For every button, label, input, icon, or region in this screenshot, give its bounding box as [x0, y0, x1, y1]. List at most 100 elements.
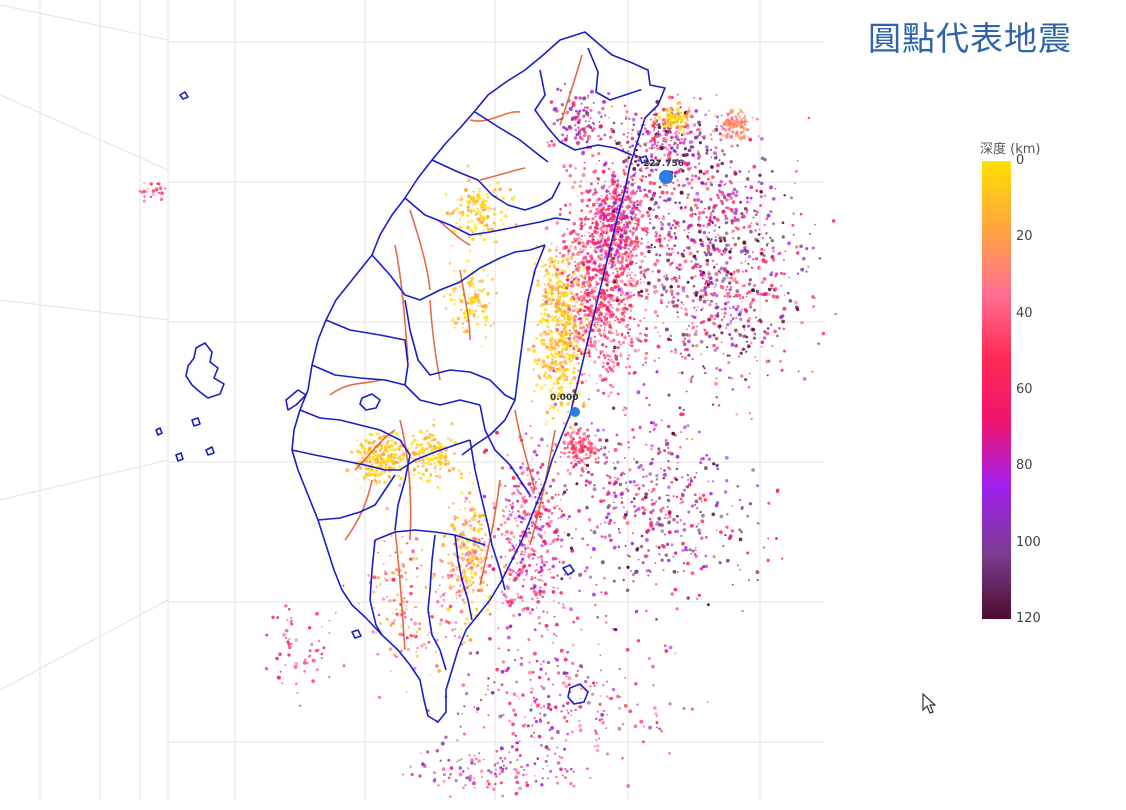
earthquake-dot	[454, 573, 457, 576]
earthquake-dot	[725, 558, 730, 563]
earthquake-dot	[446, 461, 451, 466]
earthquake-dot	[375, 460, 378, 463]
earthquake-dot	[718, 324, 722, 328]
earthquake-dot	[690, 260, 693, 263]
earthquake-dot	[698, 269, 702, 273]
earthquake-dot	[559, 295, 562, 298]
earthquake-dot	[533, 262, 537, 266]
earthquake-dot	[672, 158, 675, 161]
earthquake-dot	[597, 282, 600, 285]
earthquake-dot	[745, 249, 750, 254]
earthquake-dot	[671, 224, 674, 227]
earthquake-dot	[603, 446, 607, 450]
earthquake-dot	[449, 438, 453, 442]
earthquake-dot	[523, 553, 526, 556]
earthquake-dot	[605, 224, 608, 227]
earthquake-dot	[358, 466, 363, 470]
earthquake-dot	[568, 164, 573, 168]
earthquake-dot	[532, 651, 537, 656]
earthquake-dot	[681, 493, 685, 498]
earthquake-dot	[687, 478, 690, 481]
earthquake-dot	[608, 491, 611, 495]
earthquake-dot	[598, 245, 601, 248]
earthquake-dot	[390, 442, 394, 447]
earthquake-dot	[715, 125, 718, 128]
earthquake-dot	[599, 214, 602, 217]
earthquake-dot	[559, 498, 562, 501]
earthquake-dot	[589, 283, 593, 287]
earthquake-dot	[726, 112, 730, 117]
earthquake-dot	[632, 203, 636, 207]
earthquake-dot	[605, 210, 607, 213]
earthquake-dot	[552, 632, 556, 636]
earthquake-dot	[563, 490, 567, 494]
earthquake-dot	[675, 454, 680, 459]
earthquake-dot	[693, 332, 698, 337]
earthquake-dot	[374, 462, 377, 465]
earthquake-dot	[758, 228, 761, 231]
earthquake-dot	[395, 448, 398, 451]
earthquake-dot	[462, 311, 467, 316]
earthquake-dot	[356, 440, 359, 442]
earthquake-dot	[639, 544, 644, 549]
earthquake-dot	[600, 378, 605, 383]
earthquake-dot	[590, 342, 593, 345]
earthquake-dot	[382, 459, 387, 464]
earthquake-dot	[627, 150, 630, 153]
earthquake-dot	[679, 206, 683, 210]
earthquake-dot	[373, 461, 375, 464]
earthquake-dot	[540, 483, 542, 486]
earthquake-dot	[634, 229, 637, 232]
earthquake-dot	[697, 211, 702, 215]
earthquake-dot	[693, 476, 697, 479]
earthquake-dot	[671, 431, 676, 436]
earthquake-dot	[734, 293, 739, 298]
earthquake-dot	[715, 169, 720, 174]
earthquake-dot	[652, 208, 655, 212]
earthquake-dot	[645, 530, 649, 534]
earthquake-dot	[599, 240, 602, 243]
earthquake-dot	[609, 321, 611, 324]
earthquake-dot	[660, 283, 664, 287]
earthquake-dot	[739, 317, 743, 321]
earthquake-dot	[759, 320, 763, 324]
earthquake-dot	[620, 238, 624, 242]
earthquake-dot	[476, 304, 479, 307]
earthquake-dot	[390, 438, 394, 442]
earthquake-dot	[616, 260, 621, 265]
earthquake-dot	[481, 193, 484, 196]
earthquake-dot	[565, 488, 568, 492]
earthquake-dot	[425, 461, 428, 465]
earthquake-dot	[637, 290, 641, 294]
earthquake-dot	[447, 468, 452, 473]
earthquake-dot	[612, 579, 616, 583]
earthquake-dot	[691, 549, 695, 553]
earthquake-dot	[595, 225, 598, 228]
earthquake-dot	[634, 569, 639, 574]
earthquake-dot	[764, 194, 767, 198]
earthquake-dot	[540, 574, 543, 577]
earthquake-dot	[711, 300, 714, 303]
earthquake-dot	[690, 504, 694, 508]
earthquake-dot	[643, 142, 647, 147]
earthquake-dot	[578, 589, 581, 593]
earthquake-dot	[555, 360, 558, 362]
earthquake-dot	[565, 304, 570, 308]
earthquake-dot	[605, 474, 609, 477]
earthquake-dot	[718, 368, 722, 372]
earthquake-dot	[540, 529, 543, 532]
earthquake-dot	[662, 476, 665, 480]
earthquake-dot	[654, 562, 657, 564]
earthquake-dot	[708, 253, 712, 256]
earthquake-dot	[594, 322, 597, 325]
earthquake-dot	[538, 586, 542, 590]
earthquake-dot	[620, 194, 622, 196]
earthquake-dot	[594, 261, 597, 265]
earthquake-dot	[543, 342, 547, 346]
earthquake-dot	[568, 341, 572, 345]
earthquake-dot	[486, 274, 489, 277]
earthquake-dot	[567, 336, 572, 341]
earthquake-dot	[570, 314, 574, 318]
earthquake-dot	[511, 548, 514, 551]
